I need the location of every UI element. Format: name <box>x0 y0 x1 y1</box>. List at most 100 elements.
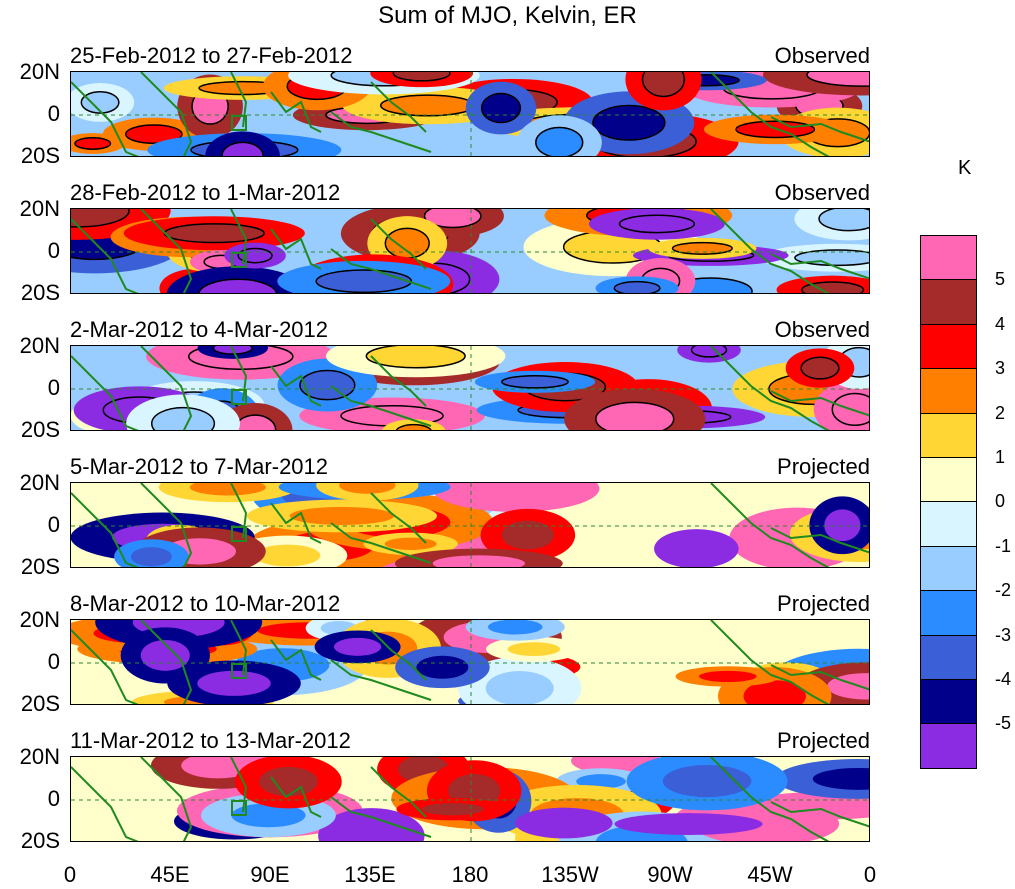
panel-date-range: 28-Feb-2012 to 1-Mar-2012 <box>70 180 341 205</box>
coastline <box>230 346 248 402</box>
x-axis-label: 45W <box>747 862 793 887</box>
coastline <box>770 253 869 280</box>
x-axis-label: 0 <box>863 862 877 887</box>
y-axis-label: 20S <box>20 828 60 853</box>
coastline <box>710 346 830 430</box>
coastline <box>370 629 427 681</box>
anomaly-contour <box>384 227 430 259</box>
coastline <box>71 355 139 430</box>
anomaly-contour <box>432 555 526 567</box>
anomaly-contour <box>125 124 183 145</box>
anomaly-contour <box>592 104 666 141</box>
coastline <box>710 209 830 293</box>
y-axis-label: 0 <box>47 512 60 537</box>
colorbar-label: -4 <box>995 669 1012 689</box>
anomaly-contour <box>613 280 661 293</box>
coastline <box>370 81 427 133</box>
anomaly-contour <box>233 414 277 430</box>
panel-status: Projected <box>777 591 870 616</box>
anomaly-contour <box>671 241 733 255</box>
panel-status: Projected <box>777 728 870 753</box>
y-axis-label: 20N <box>19 744 60 769</box>
anomaly-contour <box>395 423 432 430</box>
colorbar-swatch <box>920 590 977 636</box>
coastline <box>230 757 248 813</box>
y-axis-label: 20S <box>20 280 60 305</box>
coastline <box>330 659 432 701</box>
coastline <box>710 757 830 841</box>
anomaly-contour <box>80 90 120 114</box>
coastline <box>330 385 432 427</box>
coastline <box>370 492 427 544</box>
y-axis-label: 0 <box>47 786 60 811</box>
colorbar-label: 2 <box>995 402 1006 423</box>
anomaly-contour <box>339 483 396 494</box>
colorbar-label: -2 <box>995 580 1012 601</box>
x-axis-label: 135W <box>541 862 599 887</box>
map-panel <box>70 482 870 568</box>
anomaly-contour <box>480 92 522 124</box>
anomaly-contour <box>333 637 382 656</box>
anomaly-contour <box>595 401 675 430</box>
map-panel <box>70 71 870 157</box>
anomaly-contour <box>812 767 869 790</box>
anomaly-contour <box>197 670 271 696</box>
x-axis-label: 45E <box>150 862 190 887</box>
coastline <box>330 796 432 838</box>
region-box <box>231 526 247 542</box>
region-box <box>231 252 247 268</box>
coastline <box>330 522 432 564</box>
map-panel <box>70 756 870 842</box>
y-axis-label: 0 <box>47 101 60 126</box>
anomaly-contour <box>641 72 686 98</box>
anomaly-contour <box>824 509 861 542</box>
anomaly-contour <box>392 72 451 82</box>
region-box <box>231 115 247 131</box>
anomaly-contour <box>537 814 591 832</box>
panel-status: Observed <box>774 317 870 342</box>
colorbar <box>920 235 977 769</box>
panel-date-range: 8-Mar-2012 to 10-Mar-2012 <box>70 591 341 616</box>
y-axis-label: 20S <box>20 417 60 442</box>
coastline <box>71 629 139 704</box>
coastline <box>710 72 830 156</box>
y-axis-label: 20S <box>20 691 60 716</box>
colorbar-swatch <box>920 678 977 725</box>
anomaly-contour <box>800 356 840 380</box>
y-axis-label: 0 <box>47 238 60 263</box>
anomaly-contour <box>535 126 584 156</box>
anomaly-contour <box>806 72 869 87</box>
anomaly-contour <box>259 766 318 797</box>
colorbar-unit: K <box>958 157 972 179</box>
y-axis-label: 20S <box>20 554 60 579</box>
anomaly-contour <box>384 537 437 551</box>
map-panel <box>70 619 870 705</box>
coastline <box>770 801 869 828</box>
x-axis-label: 135E <box>344 862 396 887</box>
anomaly-contour <box>501 520 554 550</box>
anomaly-contour <box>801 281 865 293</box>
coastline <box>370 355 427 407</box>
anomaly-contour <box>221 141 264 156</box>
coastline <box>71 766 139 841</box>
coastline <box>140 757 193 841</box>
colorbar-label: 5 <box>995 269 1006 290</box>
coastline <box>230 620 248 676</box>
anomaly-contour <box>198 278 278 293</box>
colorbar-swatch <box>920 545 977 592</box>
y-axis-label: 20N <box>19 470 60 495</box>
colorbar-label: 4 <box>995 313 1006 334</box>
y-axis-label: 20N <box>19 333 60 358</box>
coastline <box>270 776 322 818</box>
anomaly-contour <box>189 483 266 496</box>
coastline <box>140 346 193 430</box>
y-axis-label: 0 <box>47 649 60 674</box>
anomaly-contour <box>618 214 696 234</box>
coastline <box>270 228 322 270</box>
coastline <box>270 365 322 407</box>
coastline <box>270 639 322 681</box>
panel-status: Observed <box>774 43 870 68</box>
anomaly-contour <box>485 671 554 704</box>
x-axis-label: 90W <box>647 862 693 887</box>
panel-date-range: 5-Mar-2012 to 7-Mar-2012 <box>70 454 329 479</box>
